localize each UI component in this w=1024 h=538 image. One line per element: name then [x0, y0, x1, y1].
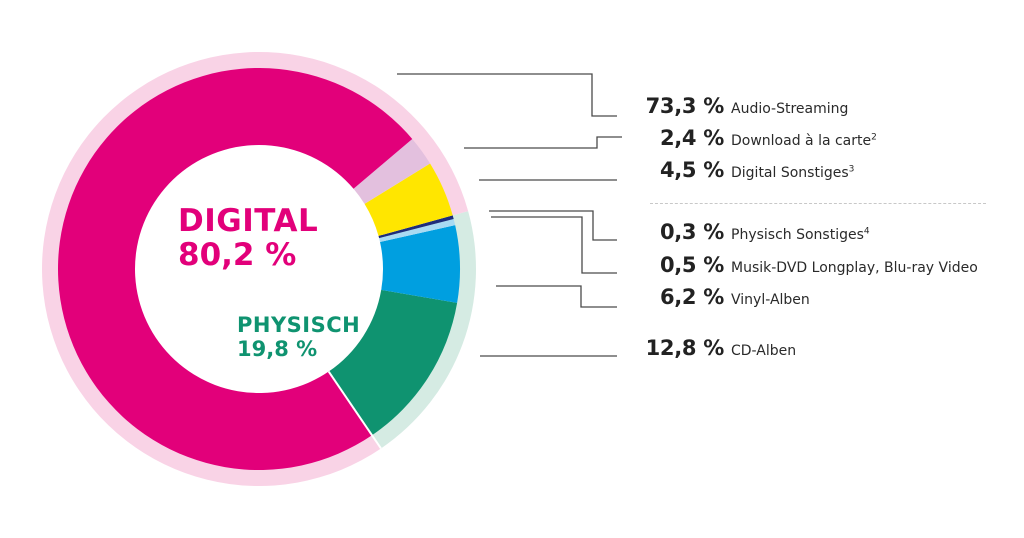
legend-item-musik-dvd: 0,5 % Musik-DVD Longplay, Blu-ray Video [600, 253, 978, 281]
leader-line-vinyl [496, 285, 617, 308]
legend-label: CD-Alben [731, 343, 797, 359]
physisch-percentage: 19,8 % [237, 337, 318, 361]
digital-percentage: 80,2 % [178, 237, 297, 273]
physisch-title: PHYSISCH [237, 313, 361, 337]
legend-item-physisch-sonstiges: 0,3 % Physisch Sonstiges4 [600, 220, 870, 248]
legend-label: Vinyl-Alben [731, 292, 810, 308]
legend-value: 0,5 % [659, 253, 724, 277]
legend-label: Download à la carte2 [731, 132, 877, 149]
physisch-outer-ring [370, 211, 476, 449]
legend-item-audio-streaming: 73,3 % Audio-Streaming [600, 94, 849, 122]
leader-lines [397, 73, 622, 357]
legend-item-download: 2,4 % Download à la carte2 [600, 126, 877, 154]
legend-value: 2,4 % [659, 126, 724, 150]
legend-item-digital-sonstiges: 4,5 % Digital Sonstiges3 [600, 158, 854, 186]
legend-value: 4,5 % [659, 158, 724, 182]
legend-item-cd: 12,8 % CD-Alben [600, 336, 797, 364]
legend-value: 73,3 % [645, 94, 725, 118]
slice-cd-alben [328, 289, 458, 436]
legend-value: 0,3 % [659, 220, 724, 244]
donut-slices [57, 68, 460, 470]
leader-line-musik-dvd [491, 216, 617, 274]
group-separator [650, 203, 986, 204]
leader-line-physisch-sonstiges [489, 210, 617, 241]
legend-item-vinyl: 6,2 % Vinyl-Alben [600, 285, 810, 313]
physisch-group-label: PHYSISCH 19,8 % [237, 315, 360, 360]
legend-label: Physisch Sonstiges4 [731, 226, 870, 243]
leader-line-audio-streaming [397, 73, 617, 117]
group-divider [327, 370, 382, 450]
slice-physisch-sonstiges [378, 215, 454, 239]
slice-musik-dvd-longplay-blu-ray-video [379, 219, 456, 242]
digital-title: DIGITAL [178, 203, 319, 239]
slice-vinyl-alben [380, 225, 460, 303]
slice-download-la-carte [353, 138, 431, 204]
legend-value: 6,2 % [659, 285, 724, 309]
leader-line-download [464, 136, 622, 149]
legend-label: Musik-DVD Longplay, Blu-ray Video [731, 260, 978, 276]
group-outer-ring [42, 52, 476, 487]
digital-group-label: DIGITAL 80,2 % [178, 206, 318, 271]
legend-label: Digital Sonstiges3 [731, 164, 855, 181]
legend-value: 12,8 % [645, 336, 725, 360]
slice-audio-streaming [57, 68, 413, 470]
legend-label: Audio-Streaming [731, 101, 849, 117]
slice-digital-sonstiges [364, 163, 453, 236]
